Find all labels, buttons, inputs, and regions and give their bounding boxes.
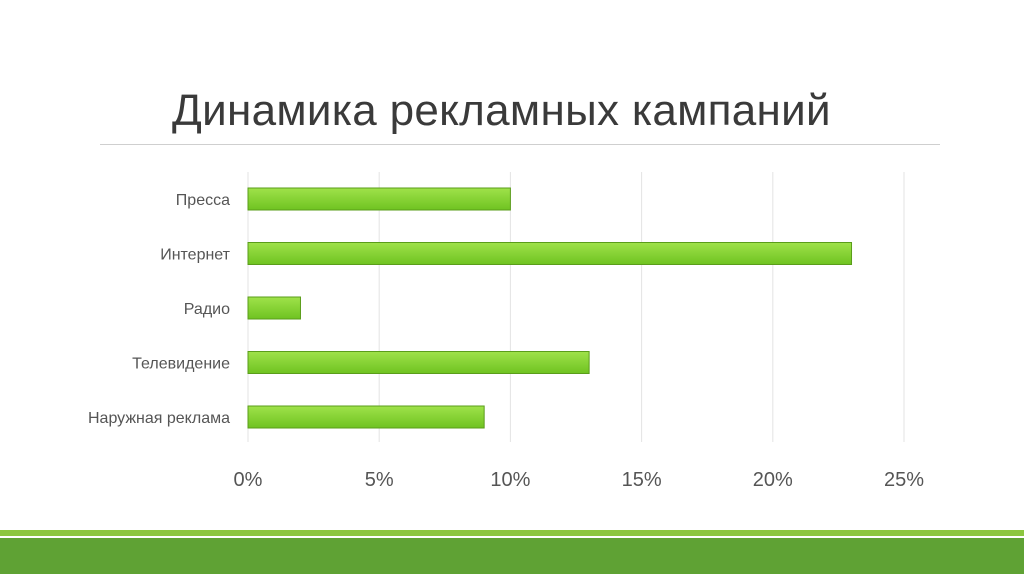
footer-bar <box>0 538 1024 574</box>
category-label: Интернет <box>160 247 230 264</box>
category-label: Телевидение <box>132 356 230 373</box>
footer-accent-line <box>0 530 1024 536</box>
page-title: Динамика рекламных кампаний <box>172 86 831 135</box>
bar-2 <box>247 296 301 320</box>
x-tick-label: 15% <box>622 469 662 491</box>
x-tick-label: 20% <box>753 469 793 491</box>
title-divider <box>100 144 940 145</box>
x-tick-label: 10% <box>490 469 530 491</box>
bar-chart: Пресса Интернет Радио Телевидение Наружная р… <box>88 172 924 491</box>
bar-4 <box>247 405 485 429</box>
bar-3 <box>247 351 590 374</box>
bar-1 <box>247 242 853 265</box>
category-label: Наружная реклама <box>88 410 230 427</box>
bar-0 <box>247 187 511 211</box>
category-label: Радио <box>184 301 230 318</box>
category-label: Пресса <box>176 192 230 209</box>
x-tick-label: 5% <box>365 469 394 491</box>
x-tick-label: 25% <box>884 469 924 491</box>
x-tick-label: 0% <box>234 469 263 491</box>
